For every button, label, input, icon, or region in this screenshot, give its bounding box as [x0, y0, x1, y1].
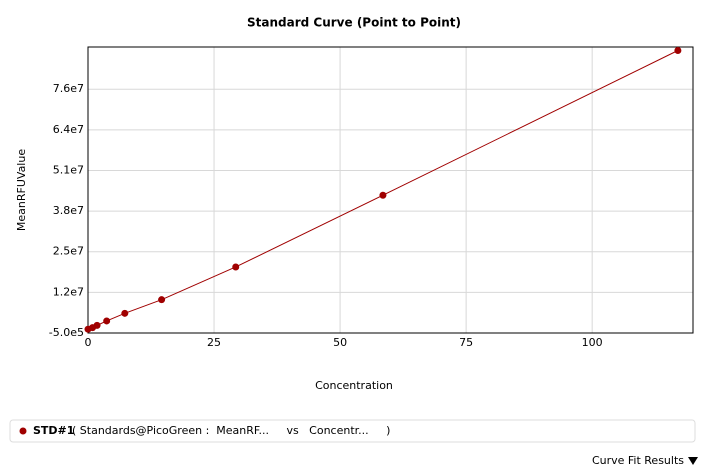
dropdown-arrow[interactable] — [688, 457, 698, 465]
y-tick-label: 2.5e7 — [53, 245, 84, 258]
chart-title: Standard Curve (Point to Point) — [247, 16, 461, 30]
data-point — [121, 309, 129, 317]
x-tick-label: 75 — [459, 336, 473, 349]
y-tick-label: 6.4e7 — [53, 123, 84, 136]
x-axis-label: Concentration — [315, 379, 393, 392]
x-tick-label: 0 — [85, 336, 92, 349]
x-tick-label: 50 — [333, 336, 347, 349]
legend-detail: ( Standards@PicoGreen : MeanRF... vs Con… — [72, 424, 390, 437]
y-tick-label: 5.1e7 — [53, 163, 84, 176]
data-point — [103, 317, 111, 325]
data-point — [232, 263, 240, 271]
y-tick-label: 3.8e7 — [53, 204, 84, 217]
data-point — [93, 321, 101, 329]
x-tick-label: 100 — [582, 336, 603, 349]
legend-name: STD#1 — [33, 424, 74, 437]
y-tick-label: 7.6e7 — [53, 82, 84, 95]
data-point — [674, 46, 682, 54]
data-point — [158, 296, 166, 304]
legend-marker — [19, 427, 27, 435]
y-axis-label: MeanRFUValue — [15, 149, 28, 231]
footer-link[interactable]: Curve Fit Results — [592, 454, 684, 467]
y-tick-label: 1.2e7 — [53, 285, 84, 298]
data-point — [379, 191, 387, 199]
x-tick-label: 25 — [207, 336, 221, 349]
plot-frame — [87, 46, 694, 334]
legend-box — [9, 419, 696, 443]
y-tick-label: -5.0e5 — [49, 326, 84, 339]
